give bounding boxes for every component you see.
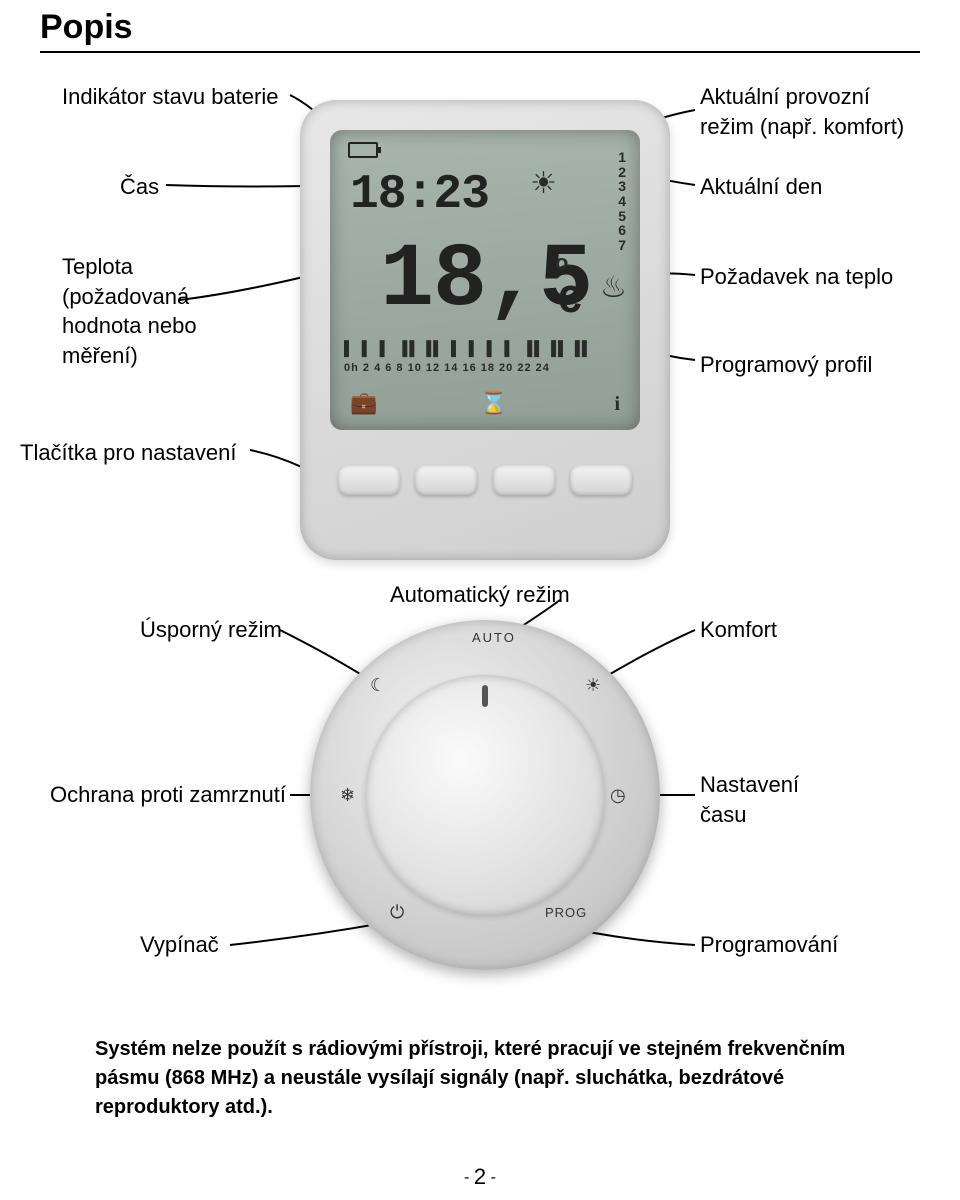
page-title: Popis [40, 8, 920, 53]
dial-pointer [482, 685, 488, 707]
soft-button-1[interactable] [338, 465, 400, 495]
label-comfort: Komfort [700, 615, 777, 645]
dial-snow-icon: ❄ [340, 785, 355, 806]
dial-prog-label: PROG [545, 905, 587, 920]
mode-dial[interactable]: AUTO ☾ ☀ ❄ ◷ ⏻ PROG [310, 620, 660, 970]
dial-auto-label: AUTO [472, 630, 516, 645]
label-heat: Požadavek na teplo [700, 262, 893, 292]
page-number: - 2 - [0, 1164, 960, 1190]
dial-clock-icon: ◷ [610, 785, 626, 806]
lcd-time: 18:23 [350, 168, 489, 222]
label-profile: Programový profil [700, 350, 872, 380]
lcd-days: 1 2 3 4 5 6 7 [618, 150, 626, 253]
label-temperature: Teplota (požadovaná hodnota nebo měření) [62, 252, 197, 371]
lcd-screen: 18:23 ☀ 1 2 3 4 5 6 7 18,5 o C ♨ ▌ ▌ ▌ ▐… [330, 130, 640, 430]
label-eco: Úsporný režim [140, 615, 282, 645]
soft-buttons [338, 450, 632, 510]
label-off: Vypínač [140, 930, 219, 960]
label-clock: Nastavení času [700, 770, 799, 829]
dial-moon-icon: ☾ [370, 675, 386, 696]
label-prog: Programování [700, 930, 838, 960]
thermostat-body: 18:23 ☀ 1 2 3 4 5 6 7 18,5 o C ♨ ▌ ▌ ▌ ▐… [300, 100, 670, 560]
soft-button-3[interactable] [493, 465, 555, 495]
soft-button-2[interactable] [415, 465, 477, 495]
dial-sun-icon: ☀ [585, 675, 601, 696]
unit-label: C [558, 280, 581, 325]
label-frost: Ochrana proti zamrznutí [50, 780, 286, 810]
battery-icon [348, 142, 378, 158]
profile-bars: ▌ ▌ ▌ ▐▌▐▌ ▌ ▌ ▌ ▌ ▐▌▐▌▐▌ [344, 340, 594, 356]
disclaimer-text: Systém nelze použít s rádiovými přístroj… [95, 1035, 875, 1122]
dial-power-icon: ⏻ [390, 902, 404, 923]
label-battery: Indikátor stavu baterie [62, 82, 278, 112]
label-buttons: Tlačítka pro nastavení [20, 438, 236, 468]
dial-knob[interactable] [365, 675, 605, 915]
page-number-value: 2 [474, 1164, 486, 1189]
label-day: Aktuální den [700, 172, 822, 202]
label-mode: Aktuální provozní režim (např. komfort) [700, 82, 904, 141]
flame-icon: ♨ [600, 270, 627, 305]
timeline-scale: 0h 2 4 6 8 10 12 14 16 18 20 22 24 [344, 362, 550, 374]
suitcase-icon: 💼 [350, 390, 377, 416]
sun-icon: ☀ [530, 166, 557, 201]
info-icon: i [614, 393, 620, 416]
degree-symbol: o [555, 250, 568, 276]
label-time: Čas [120, 172, 159, 202]
hourglass-icon: ⌛ [480, 390, 507, 416]
soft-button-4[interactable] [570, 465, 632, 495]
label-auto: Automatický režim [390, 580, 570, 610]
